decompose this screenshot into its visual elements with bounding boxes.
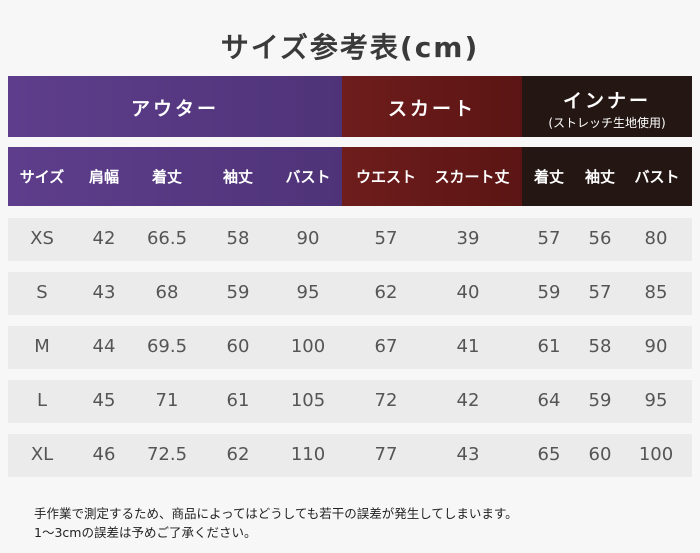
table-cell-size: M (34, 336, 50, 357)
table-cell-bust: 105 (290, 390, 326, 411)
table-cell-bust: 110 (290, 444, 326, 465)
group-label-inner: インナー (562, 90, 651, 112)
table-cell-sleeve: 59 (226, 282, 250, 303)
table-cell-skirt-length: 43 (456, 444, 480, 465)
table-cell-length: 69.5 (146, 336, 188, 357)
table-cell-inner-sleeve: 57 (588, 282, 612, 303)
table-row (8, 326, 692, 369)
column-header-inner-bust: バスト (634, 168, 680, 186)
column-header-waist: ウエスト (355, 168, 417, 186)
table-cell-sleeve: 62 (226, 444, 250, 465)
column-header-band-inner (522, 147, 692, 206)
column-header-band-skirt (342, 147, 522, 206)
table-cell-shoulder: 46 (92, 444, 116, 465)
table-cell-waist: 67 (374, 336, 398, 357)
table-cell-skirt-length: 41 (456, 336, 480, 357)
table-cell-length: 72.5 (146, 444, 188, 465)
table-cell-inner-length: 59 (537, 282, 561, 303)
page-title: サイズ参考表(cm) (220, 31, 480, 64)
column-header-inner-length: 着丈 (533, 168, 565, 186)
table-cell-length: 68 (155, 282, 179, 303)
group-header-outer: アウター (8, 76, 342, 137)
column-header-bust: バスト (285, 168, 331, 186)
footer-note-line2: 1～3cmの誤差は予めご了承ください。 (34, 525, 257, 540)
group-label-skirt: スカート (387, 98, 476, 120)
footer-note-line1: 手作業で測定するため、商品によってはどうしても若干の誤差が発生してしまいます。 (34, 506, 518, 521)
table-cell-size: XS (30, 228, 54, 249)
table-cell-inner-bust: 90 (644, 336, 668, 357)
table-cell-inner-sleeve: 60 (588, 444, 612, 465)
group-header-skirt: スカート (342, 76, 522, 137)
table-cell-size: XL (30, 444, 54, 465)
table-cell-size: L (36, 390, 48, 411)
table-cell-inner-bust: 95 (644, 390, 668, 411)
table-cell-shoulder: 43 (92, 282, 116, 303)
column-header-skirt-length: スカート丈 (434, 168, 510, 186)
table-cell-inner-length: 61 (537, 336, 561, 357)
table-cell-size: S (36, 282, 48, 303)
table-cell-inner-sleeve: 58 (588, 336, 612, 357)
table-cell-shoulder: 44 (92, 336, 116, 357)
table-cell-bust: 90 (296, 228, 320, 249)
group-header-inner: インナー (ストレッチ生地使用) (522, 76, 692, 137)
column-header-sleeve: 袖丈 (222, 168, 254, 186)
table-cell-shoulder: 42 (92, 228, 116, 249)
table-cell-bust: 100 (290, 336, 326, 357)
table-cell-inner-length: 64 (537, 390, 561, 411)
group-note-inner: (ストレッチ生地使用) (548, 116, 666, 130)
table-row (8, 380, 692, 423)
table-cell-inner-sleeve: 59 (588, 390, 612, 411)
table-cell-length: 66.5 (146, 228, 188, 249)
table-row (8, 434, 692, 477)
table-cell-waist: 57 (374, 228, 398, 249)
table-cell-inner-bust: 85 (644, 282, 668, 303)
table-cell-bust: 95 (296, 282, 320, 303)
table-cell-skirt-length: 42 (456, 390, 480, 411)
table-cell-length: 71 (155, 390, 179, 411)
table-cell-skirt-length: 40 (456, 282, 480, 303)
table-cell-waist: 72 (374, 390, 398, 411)
table-cell-shoulder: 45 (92, 390, 116, 411)
table-cell-inner-length: 65 (537, 444, 561, 465)
table-cell-inner-bust: 80 (644, 228, 668, 249)
table-row (8, 218, 692, 261)
column-header-band-outer (8, 147, 342, 206)
table-cell-sleeve: 60 (226, 336, 250, 357)
column-header-length: 着丈 (151, 168, 183, 186)
table-cell-sleeve: 61 (226, 390, 250, 411)
table-cell-inner-bust: 100 (638, 444, 674, 465)
table-row (8, 272, 692, 315)
table-cell-sleeve: 58 (226, 228, 250, 249)
table-cell-inner-length: 57 (537, 228, 561, 249)
table-cell-waist: 77 (374, 444, 398, 465)
table-cell-inner-sleeve: 56 (588, 228, 612, 249)
group-label-outer: アウター (130, 98, 219, 120)
table-cell-skirt-length: 39 (456, 228, 480, 249)
column-header-shoulder: 肩幅 (88, 168, 120, 186)
column-header-inner-sleeve: 袖丈 (584, 168, 616, 186)
column-header-size: サイズ (19, 168, 65, 186)
table-cell-waist: 62 (374, 282, 398, 303)
